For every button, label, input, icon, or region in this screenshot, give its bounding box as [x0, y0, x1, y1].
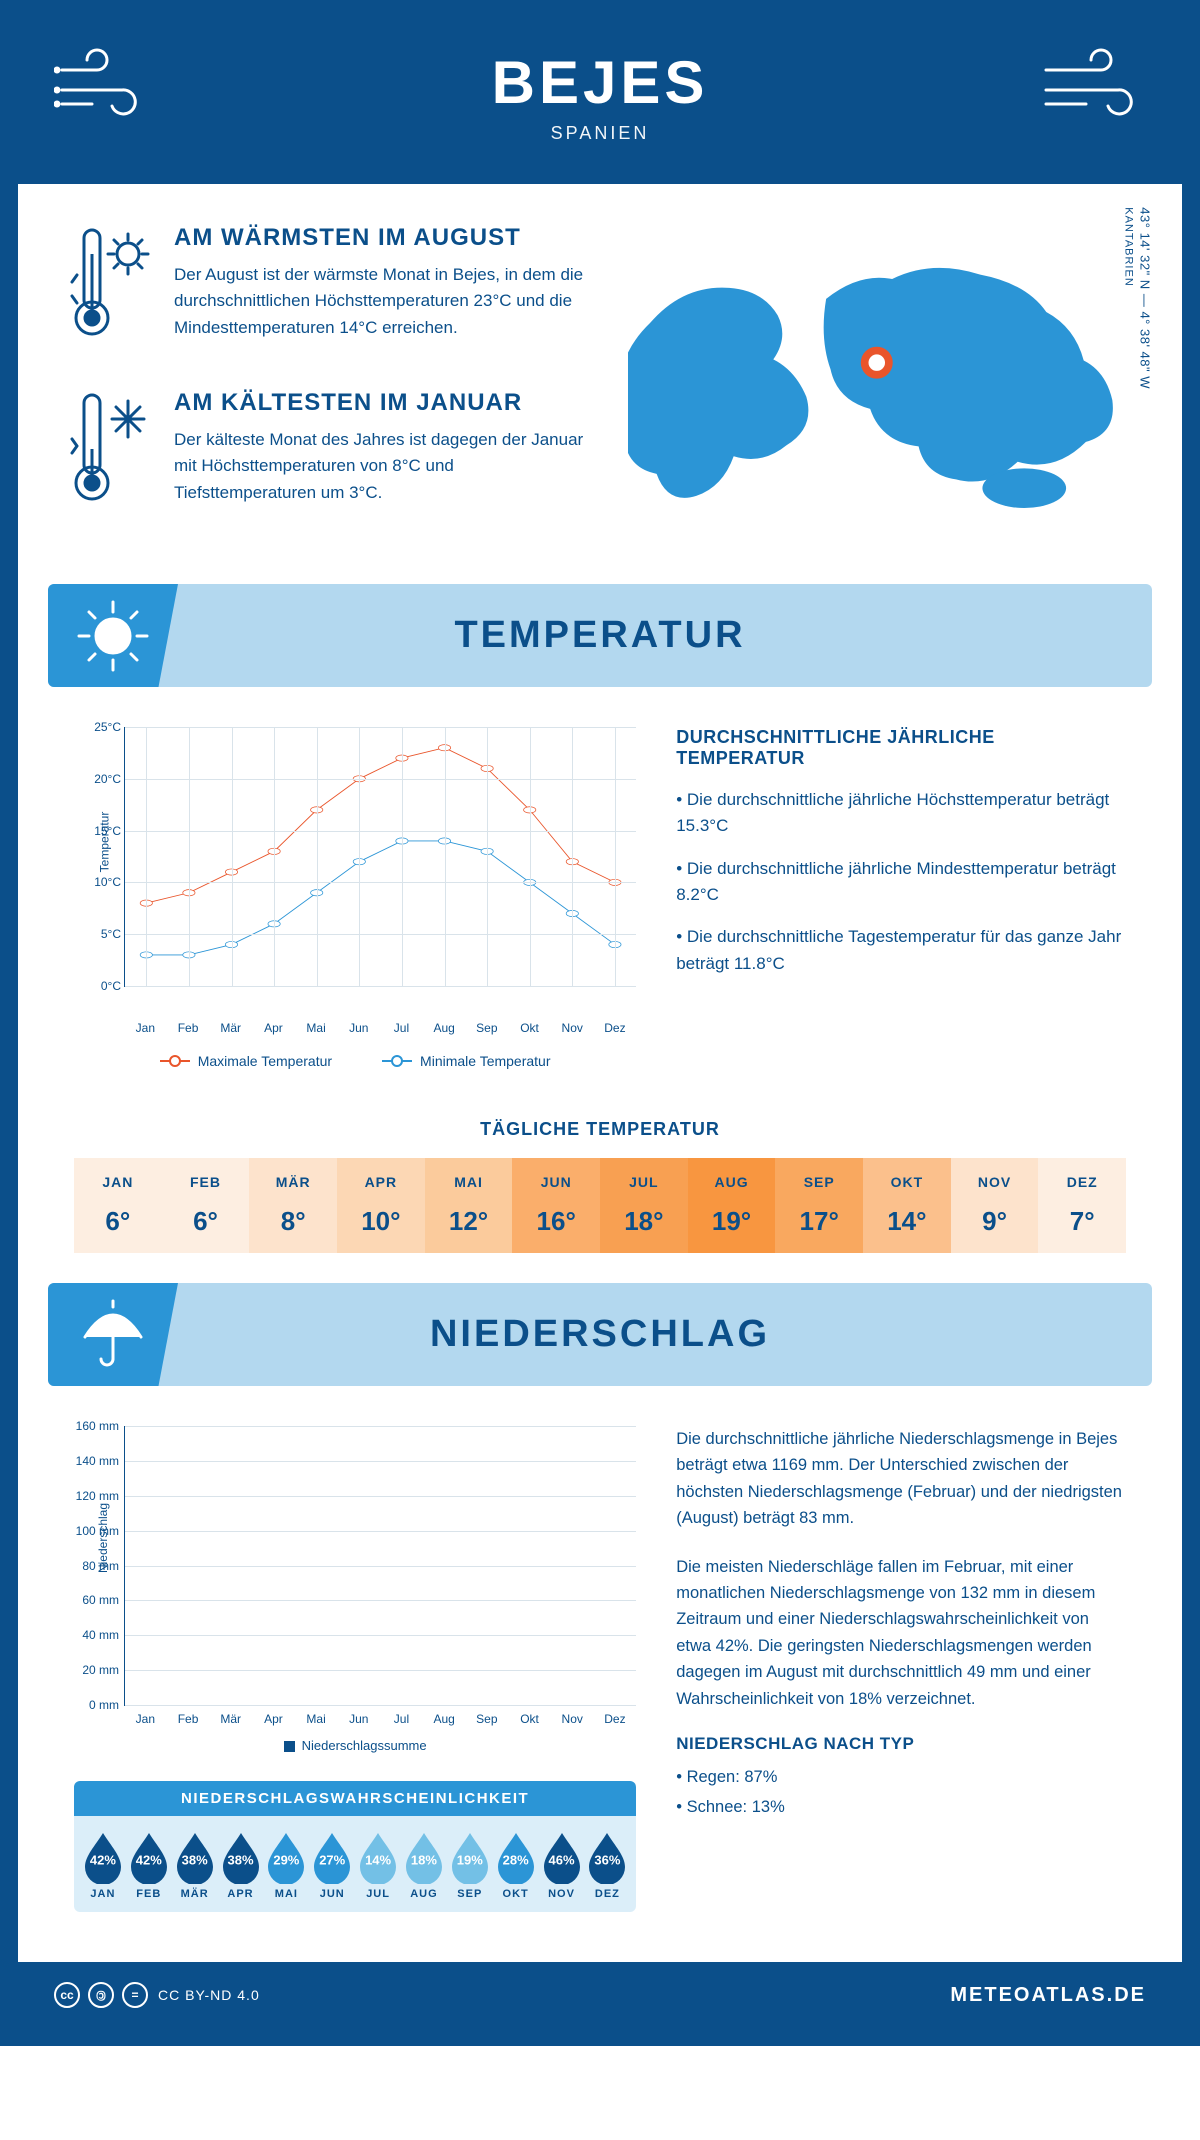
coldest-fact: AM KÄLTESTEN IM JANUAR Der kälteste Mona… [66, 389, 598, 514]
world-map: 43° 14' 32" N — 4° 38' 48" W KANTABRIEN [628, 224, 1134, 554]
temperature-heading: TEMPERATUR [68, 614, 1132, 657]
precip-prob-item: 28%OKT [493, 1830, 539, 1900]
precip-prob-item: 42%JAN [80, 1830, 126, 1900]
precip-prob-item: 38%MÄR [172, 1830, 218, 1900]
precip-banner: NIEDERSCHLAG [48, 1283, 1152, 1386]
precip-prob-item: 46%NOV [539, 1830, 585, 1900]
wind-icon [1036, 46, 1146, 131]
brand-label: METEOATLAS.DE [950, 1984, 1146, 2007]
footer: cc🄯= CC BY-ND 4.0 METEOATLAS.DE [18, 1962, 1182, 2028]
umbrella-icon [48, 1283, 178, 1386]
temperature-summary-text: DURCHSCHNITTLICHE JÄHRLICHE TEMPERATUR •… [676, 727, 1126, 1069]
temperature-banner: TEMPERATUR [48, 584, 1152, 687]
warmest-fact: AM WÄRMSTEN IM AUGUST Der August ist der… [66, 224, 598, 349]
chart-legend: Maximale Temperatur Minimale Temperatur [74, 1053, 636, 1069]
precip-heading: NIEDERSCHLAG [68, 1313, 1132, 1356]
daily-temp-cell: JUN16° [512, 1158, 600, 1253]
daily-temp-row: JAN6°FEB6°MÄR8°APR10°MAI12°JUN16°JUL18°A… [74, 1158, 1126, 1253]
precip-prob-item: 29%MAI [263, 1830, 309, 1900]
daily-temp-cell: FEB6° [162, 1158, 250, 1253]
chart-ylabel: Temperatur [97, 812, 111, 873]
precip-prob-item: 27%JUN [309, 1830, 355, 1900]
precip-summary-text: Die durchschnittliche jährliche Niedersc… [676, 1426, 1126, 1912]
coldest-title: AM KÄLTESTEN IM JANUAR [174, 389, 598, 417]
daily-temp-cell: SEP17° [775, 1158, 863, 1253]
precip-probability-table: NIEDERSCHLAGSWAHRSCHEINLICHKEIT 42%JAN42… [74, 1781, 636, 1912]
daily-temp-cell: APR10° [337, 1158, 425, 1253]
city-title: BEJES [38, 48, 1162, 117]
coldest-text: Der kälteste Monat des Jahres ist dagege… [174, 427, 598, 506]
thermometer-snow-icon [66, 389, 152, 514]
daily-temp-cell: DEZ7° [1038, 1158, 1126, 1253]
precip-prob-item: 14%JUL [355, 1830, 401, 1900]
daily-temp-cell: OKT14° [863, 1158, 951, 1253]
warmest-text: Der August ist der wärmste Monat in Beje… [174, 262, 598, 341]
precip-prob-item: 38%APR [218, 1830, 264, 1900]
daily-temp-cell: MAI12° [425, 1158, 513, 1253]
daily-temp-cell: NOV9° [951, 1158, 1039, 1253]
precip-prob-item: 19%SEP [447, 1830, 493, 1900]
daily-temp-heading: TÄGLICHE TEMPERATUR [18, 1119, 1182, 1140]
precip-bar-chart: Niederschlag 0 mm20 mm40 mm60 mm80 mm100… [74, 1426, 636, 1753]
coordinates-label: 43° 14' 32" N — 4° 38' 48" W KANTABRIEN [1123, 207, 1153, 389]
sun-icon [48, 584, 178, 687]
daily-temp-cell: AUG19° [688, 1158, 776, 1253]
cc-license-icons: cc🄯= [54, 1982, 148, 2008]
license-label: CC BY-ND 4.0 [158, 1987, 260, 2003]
precip-prob-item: 36%DEZ [584, 1830, 630, 1900]
thermometer-sun-icon [66, 224, 152, 349]
precip-prob-item: 18%AUG [401, 1830, 447, 1900]
warmest-title: AM WÄRMSTEN IM AUGUST [174, 224, 598, 252]
daily-temp-cell: JUL18° [600, 1158, 688, 1253]
country-subtitle: SPANIEN [38, 123, 1162, 144]
precip-prob-item: 42%FEB [126, 1830, 172, 1900]
daily-temp-cell: JAN6° [74, 1158, 162, 1253]
header-banner: BEJES SPANIEN [18, 18, 1182, 184]
daily-temp-cell: MÄR8° [249, 1158, 337, 1253]
temperature-line-chart: Temperatur 0°C5°C10°C15°C20°C25°C JanFeb… [74, 727, 636, 1069]
wind-icon [54, 46, 164, 131]
